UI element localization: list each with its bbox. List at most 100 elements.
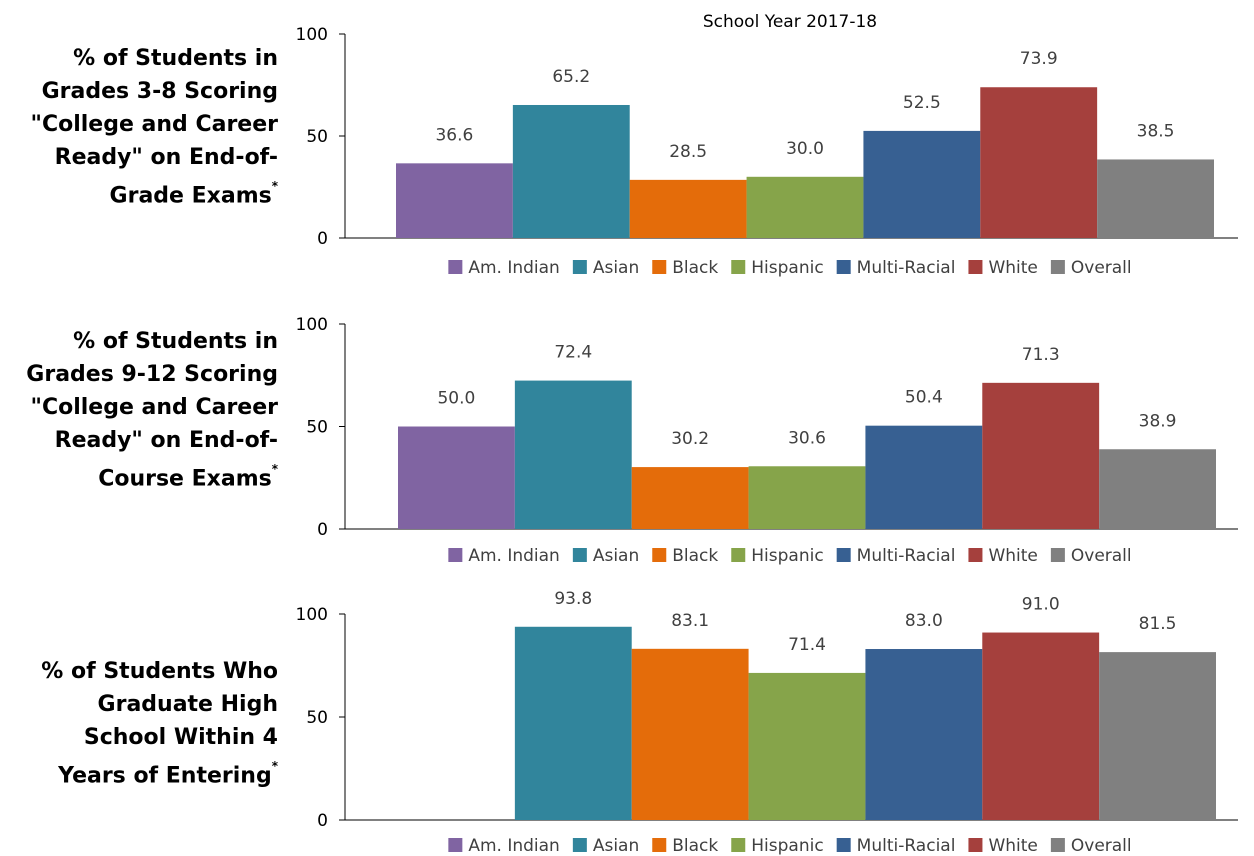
- data-label: 81.5: [1139, 614, 1177, 634]
- legend-swatch: [572, 838, 587, 852]
- y-tick-label: 0: [317, 520, 328, 540]
- legend-label: Multi-Racial: [857, 836, 956, 856]
- legend-swatch: [652, 838, 667, 852]
- y-tick-label: 100: [296, 605, 328, 625]
- data-label: 71.3: [1022, 345, 1060, 365]
- footnote-marker: *: [271, 759, 278, 773]
- data-label: 30.6: [788, 428, 826, 448]
- bar: [514, 626, 632, 820]
- data-label: 52.5: [903, 93, 941, 113]
- legend-swatch: [836, 260, 851, 274]
- legend-label: White: [988, 836, 1037, 856]
- panel-3-title-line: School Within 4: [83, 725, 278, 750]
- data-label: 30.2: [671, 429, 709, 449]
- legend-label: Black: [672, 258, 718, 278]
- legend-swatch: [836, 838, 851, 852]
- legend-label: Hispanic: [751, 836, 823, 856]
- y-tick-label: 50: [306, 708, 328, 728]
- data-label: 71.4: [788, 635, 826, 655]
- panel-1-title-line: Grades 3-8 Scoring: [41, 79, 278, 104]
- data-label: 83.1: [671, 611, 709, 631]
- bar: [980, 87, 1098, 238]
- legend-label: Overall: [1071, 546, 1132, 566]
- bar: [1099, 449, 1216, 529]
- bar: [512, 104, 630, 238]
- bar: [514, 380, 632, 529]
- legend-label: White: [988, 258, 1037, 278]
- y-tick-label: 100: [296, 315, 328, 335]
- bar: [982, 382, 1100, 529]
- data-label: 38.9: [1139, 411, 1177, 431]
- legend-swatch: [1050, 838, 1065, 852]
- legend-label: Am. Indian: [468, 258, 560, 278]
- bar: [865, 649, 983, 820]
- panel-2-title-line: Grades 9-12 Scoring: [26, 362, 278, 387]
- legend-label: Am. Indian: [468, 836, 560, 856]
- panel-1-title-line: Grade Exams*: [0, 174, 278, 212]
- chart-subtitle: School Year 2017-18: [703, 12, 877, 32]
- data-label: 91.0: [1022, 595, 1060, 615]
- panel-2-title-text: Course Exams: [98, 466, 272, 492]
- legend-label: Overall: [1071, 258, 1132, 278]
- panel-3-title-line: Years of Entering*: [0, 754, 278, 792]
- panel-3-title-text: Years of Entering: [58, 763, 272, 789]
- y-tick-label: 0: [317, 811, 328, 831]
- legend-swatch: [731, 838, 746, 852]
- legend-label: Am. Indian: [468, 546, 560, 566]
- legend-swatch: [968, 260, 983, 274]
- bar: [746, 176, 864, 238]
- y-tick-label: 0: [317, 229, 328, 249]
- bar: [1099, 652, 1216, 820]
- bar: [748, 672, 866, 820]
- panel-3-title-line: % of Students Who: [41, 659, 278, 684]
- bar: [748, 466, 866, 529]
- legend-label: Asian: [593, 836, 639, 856]
- legend-swatch: [731, 548, 746, 562]
- data-label: 38.5: [1137, 121, 1175, 141]
- bar: [629, 179, 747, 238]
- data-label: 28.5: [669, 142, 707, 162]
- legend-swatch: [572, 548, 587, 562]
- legend-label: Black: [672, 836, 718, 856]
- legend-swatch: [652, 548, 667, 562]
- data-label: 73.9: [1020, 49, 1058, 69]
- panel-1-title-line: % of Students in: [73, 46, 278, 71]
- panel-2-title-line: % of Students in: [73, 329, 278, 354]
- legend-label: Multi-Racial: [857, 546, 956, 566]
- legend-swatch: [731, 260, 746, 274]
- panel-2-title-line: Course Exams*: [0, 457, 278, 495]
- bar: [631, 467, 749, 529]
- footnote-marker: *: [271, 462, 278, 476]
- legend-label: Asian: [593, 546, 639, 566]
- data-label: 65.2: [552, 67, 590, 87]
- panel-2-title-line: "College and Career: [30, 395, 279, 420]
- panel-1-title-text: Grade Exams: [109, 183, 272, 209]
- y-tick-label: 100: [296, 25, 328, 45]
- data-label: 93.8: [554, 589, 592, 609]
- bar: [1097, 159, 1214, 238]
- footnote-marker: *: [271, 179, 278, 193]
- panel-1-title: % of Students in Grades 3-8 Scoring "Col…: [0, 42, 279, 212]
- legend-label: White: [988, 546, 1037, 566]
- panel-1-title-line: "College and Career: [30, 112, 279, 137]
- legend-swatch: [968, 838, 983, 852]
- legend-label: Black: [672, 546, 718, 566]
- panel-3-title: % of Students Who Graduate High School W…: [0, 655, 278, 792]
- legend-swatch: [1050, 260, 1065, 274]
- legend-swatch: [448, 548, 463, 562]
- data-label: 72.4: [554, 343, 592, 363]
- legend-label: Multi-Racial: [857, 258, 956, 278]
- legend-swatch: [1050, 548, 1065, 562]
- legend-label: Overall: [1071, 836, 1132, 856]
- legend-swatch: [836, 548, 851, 562]
- legend-swatch: [448, 260, 463, 274]
- bar: [398, 426, 515, 529]
- legend-swatch: [448, 838, 463, 852]
- legend-label: Asian: [593, 258, 639, 278]
- data-label: 30.0: [786, 139, 824, 159]
- legend-label: Hispanic: [751, 546, 823, 566]
- panel-3-title-line: Graduate High: [97, 692, 278, 717]
- panel-1-title-line: Ready" on End-of-: [54, 145, 278, 170]
- legend-swatch: [968, 548, 983, 562]
